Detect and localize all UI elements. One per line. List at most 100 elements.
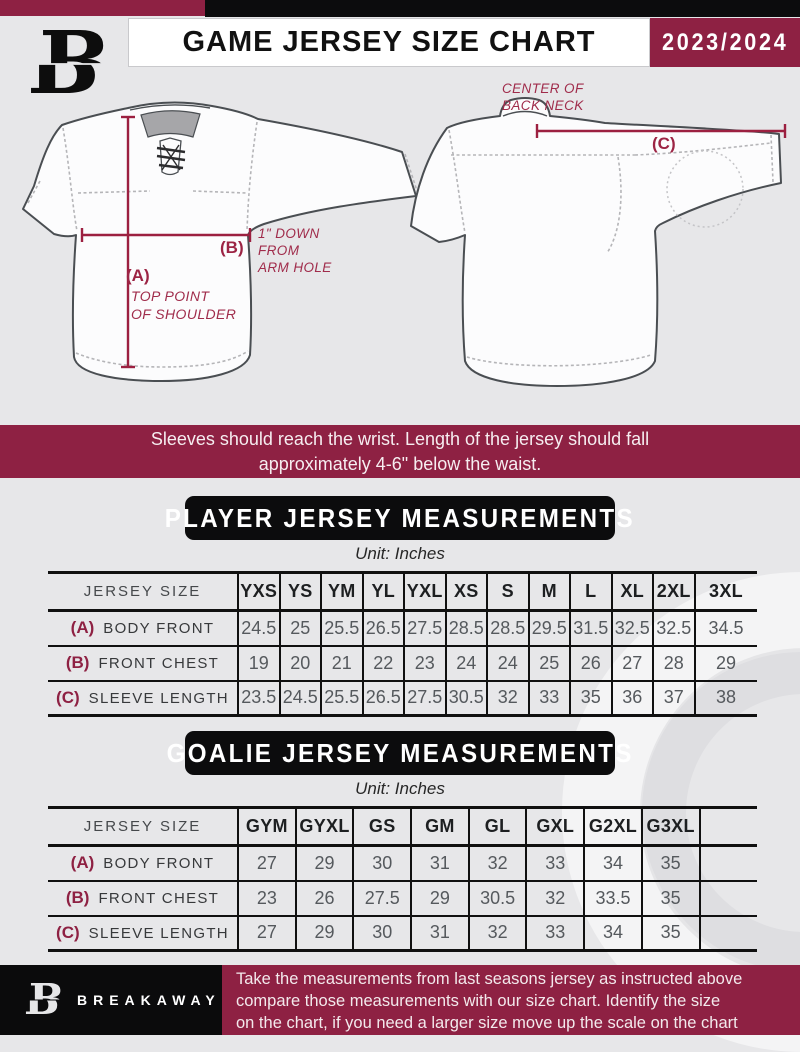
back-collar-line [502,110,548,117]
size-header-row: JERSEY SIZE GYM GYXL GS GM GL GXL G2XL G3XL [48,807,758,846]
size-col-GM: GM [410,807,469,846]
size-col-G3XL: G3XL [640,807,700,846]
goalie-banner-label: GOALIE JERSEY MEASUREMENTS [166,737,634,768]
front-jersey-diagram [22,101,419,382]
measure-value: 25.5 [320,610,363,646]
size-header-row: JERSEY SIZE YXS YS YM YL YXL XS S M L XL 2XL 3XL [48,572,757,611]
measure-value: 22 [361,645,404,681]
footer-line-3: on the chart, if you need a larger size … [236,1014,738,1032]
measurement-lines-front [80,115,252,369]
goalie-unit-label: Unit: Inches [355,779,445,798]
fit-notice-banner: Sleeves should reach the wrist. Length o… [0,425,800,478]
footer-instructions: Take the measurements from last seasons … [222,965,800,1035]
measure-value: 32 [525,880,585,916]
notice-line-1: Sleeves should reach the wrist. Length o… [150,428,650,449]
size-col-YL: YL [361,572,404,611]
measure-key: (C) [56,687,80,707]
measure-value: 32.5 [652,610,695,646]
measure-value: 21 [320,645,363,681]
front-laces [156,144,186,171]
measure-value: 25 [527,645,570,681]
size-col-G2XL: G2XL [583,807,642,846]
size-col-GYM: GYM [237,807,296,846]
measure-value: 29 [410,880,469,916]
measure-value: 30.5 [444,680,487,716]
jersey-size-header: JERSEY SIZE [83,818,202,835]
measure-value: 26.5 [361,680,404,716]
measurement-line-back [535,124,787,138]
measure-value: 27 [237,845,296,881]
measurement-row: (C) SLEEVE LENGTH 23.5 24.5 25.5 26.5 27.5 30.5… [48,680,757,716]
measure-value: 33 [527,680,570,716]
measure-value: 35 [640,845,700,881]
measure-value: 29.5 [527,610,570,646]
row-label: (C) SLEEVE LENGTH [48,916,238,951]
measure-value: 31 [410,915,469,951]
measure-value: 31.5 [569,610,612,646]
measure-value: 24.5 [237,610,280,646]
player-table: JERSEY SIZE YXS YS YM YL YXL XS S M L XL 2XL 3XL (A) B… [48,571,757,717]
measure-value: 29 [294,915,354,951]
goalie-size-table-host: JERSEY SIZE GYM GYXL GS GM GL GXL G2XL G3XL (A) BO… [48,806,758,952]
player-size-table-host: JERSEY SIZE YXS YS YM YL YXL XS S M L XL 2XL 3XL (A) B… [48,571,757,717]
measure-label: SLEEVE LENGTH [88,689,229,707]
measure-value: 30 [352,915,412,951]
measure-value: 24 [486,645,529,681]
top-black-strip [205,0,800,17]
measure-value: 29 [693,645,757,681]
size-col-3XL: 3XL [693,572,757,611]
measure-value: 34 [583,845,642,881]
measure-value: 33 [525,845,585,881]
measure-value: 25 [278,610,321,646]
back-jersey-outline [410,97,782,387]
size-col-L: L [569,572,612,611]
measure-value: 33 [525,915,585,951]
measure-value: 30.5 [467,880,527,916]
logo-letter-bottom: B [27,13,100,114]
brand-name: BREAKAWAY [77,992,221,1008]
goalie-section-banner: GOALIE JERSEY MEASUREMENTS [166,731,631,775]
measurement-row: (A) BODY FRONT 27 29 30 31 32 33 34 35 [48,845,758,881]
jersey-size-header: JERSEY SIZE [83,583,202,600]
size-col-S: S [486,572,529,611]
measure-value: 35 [640,915,700,951]
front-stitch-seams [27,121,419,368]
measure-value: 28.5 [444,610,487,646]
front-a-note: TOP POINT OF SHOULDER [131,288,237,322]
measure-value: 19 [237,645,280,681]
measure-key: (B) [65,888,90,907]
player-section-banner: PLAYER JERSEY MEASUREMENTS [165,496,633,540]
measure-label: FRONT CHEST [98,890,220,907]
measure-value: 23 [403,645,446,681]
size-col-XS: XS [444,572,487,611]
goalie-table: JERSEY SIZE GYM GYXL GS GM GL GXL G2XL G3XL (A) BO… [48,806,758,952]
measure-value: 32.5 [610,610,653,646]
measure-value: 34 [583,915,642,951]
measurement-row: (A) BODY FRONT 24.5 25 25.5 26.5 27.5 28.5 28.5 2… [48,610,757,646]
measure-value [698,880,758,916]
measure-value: 24 [444,645,487,681]
size-col-empty [698,807,758,846]
measure-value: 26.5 [361,610,404,646]
row-label: (A) BODY FRONT [48,611,238,646]
front-b-label: (B) [220,238,244,257]
footer-line-2: compare those measurements with our size… [236,992,721,1010]
measure-value: 23 [237,880,296,916]
measurement-row: (B) FRONT CHEST 23 26 27.5 29 30.5 32 33.5 35 [48,880,758,916]
measure-value: 35 [569,680,612,716]
back-c-note: CENTER OF BACK NECK [502,81,584,113]
back-jersey-diagram [410,97,787,387]
player-banner-label: PLAYER JERSEY MEASUREMENTS [164,502,636,533]
measure-value: 30 [352,845,412,881]
measure-label: BODY FRONT [103,620,215,638]
size-col-GYXL: GYXL [294,807,354,846]
measure-value: 23.5 [237,680,280,716]
measure-key: (B) [65,653,90,672]
page-title-box: GAME JERSEY SIZE CHART [128,18,650,67]
front-collar-inset [140,110,201,138]
measure-value: 34.5 [693,610,757,646]
measure-value: 27 [237,915,296,951]
front-collar-line [129,104,211,111]
season-label: 2023/2024 [661,28,789,56]
back-stitch-seams [448,129,774,367]
